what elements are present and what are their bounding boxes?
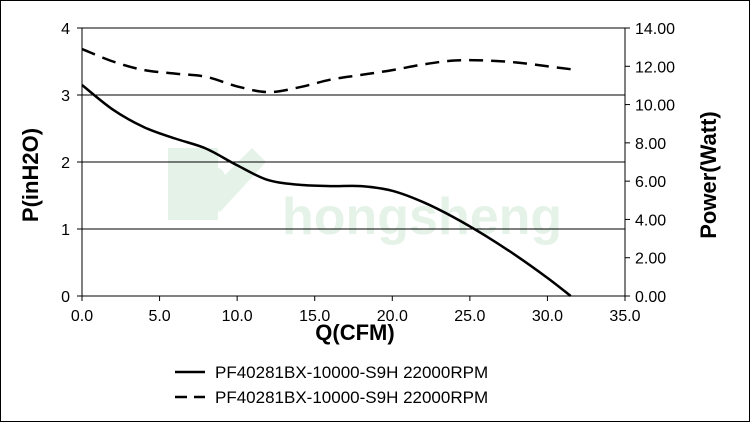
watermark-mark-stroke	[200, 148, 266, 212]
x-tick-label-0: 0.0	[71, 308, 93, 325]
right-tick-label-3: 6.00	[635, 174, 666, 191]
x-tick-label-2: 10.0	[222, 308, 253, 325]
pressure-curve	[81, 84, 572, 297]
right-tick-label-5: 10.00	[635, 98, 675, 115]
x-tick-label-7: 35.0	[609, 308, 640, 325]
grid-lines	[82, 94, 625, 230]
legend: PF40281BX-10000-S9H 22000RPM PF40281BX-1…	[175, 363, 488, 407]
left-axis-ticks: 0 1 2 3 4	[61, 21, 82, 306]
watermark-mark-block	[168, 148, 218, 220]
right-tick-label-4: 8.00	[635, 136, 666, 153]
watermark-logo: hongsheng	[168, 148, 562, 246]
left-tick-label-0: 0	[61, 289, 70, 306]
x-axis-ticks: 0.0 5.0 10.0 15.0 20.0 25.0 30.0 35.0	[71, 296, 641, 325]
left-tick-label-2: 2	[61, 155, 70, 172]
x-tick-label-3: 15.0	[299, 308, 330, 325]
x-tick-label-4: 20.0	[377, 308, 408, 325]
right-tick-label-2: 4.00	[635, 212, 666, 229]
right-tick-label-6: 12.00	[635, 59, 675, 76]
right-axis-title: Power(Watt)	[696, 111, 721, 239]
legend-label-pressure: PF40281BX-10000-S9H 22000RPM	[215, 363, 488, 382]
left-axis-title: P(inH2O)	[18, 128, 43, 222]
watermark-mark-circle	[198, 166, 226, 194]
left-tick-label-4: 4	[61, 21, 70, 38]
left-tick-label-3: 3	[61, 88, 70, 105]
right-tick-label-0: 0.00	[635, 289, 666, 306]
right-tick-label-1: 2.00	[635, 251, 666, 268]
right-axis-ticks: 0.00 2.00 4.00 6.00 8.00 10.00 12.00 14.00	[625, 21, 675, 306]
x-tick-label-5: 25.0	[454, 308, 485, 325]
x-tick-label-6: 30.0	[532, 308, 563, 325]
right-tick-label-7: 14.00	[635, 21, 675, 38]
x-axis-title: Q(CFM)	[315, 320, 394, 345]
x-tick-label-1: 5.0	[148, 308, 170, 325]
legend-label-power: PF40281BX-10000-S9H 22000RPM	[215, 388, 488, 407]
left-tick-label-1: 1	[61, 222, 70, 239]
series-layer	[81, 47, 572, 297]
watermark-text: hongsheng	[282, 188, 562, 246]
power-curve	[81, 47, 571, 94]
